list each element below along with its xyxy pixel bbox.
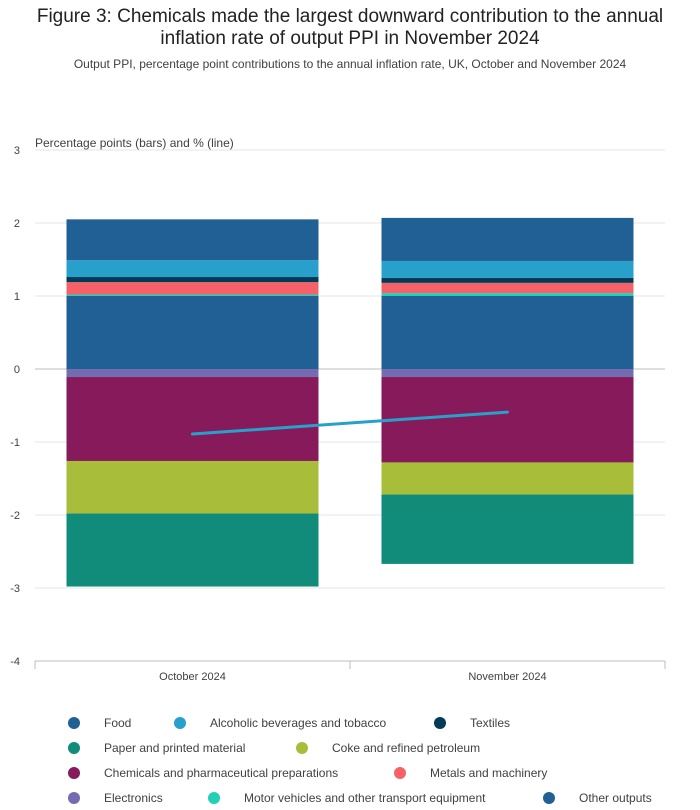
stacked-bar-chart: -4 -3 -2 -1 0 1 2 3 Percentage points (bars) and…: [10, 136, 666, 683]
bar-segment: [66, 219, 319, 261]
bar-segment: [66, 377, 319, 461]
legend-label: Motor vehicles and other transport equip…: [244, 791, 486, 805]
legend-item: Electronics: [68, 791, 163, 805]
legend-label: Paper and printed material: [104, 741, 246, 755]
bar-segment: [66, 277, 319, 283]
bar-segment: [381, 282, 634, 294]
legend-item: Paper and printed material: [68, 741, 245, 755]
bar-segment: [66, 282, 319, 295]
legend-label: Textiles: [470, 716, 511, 730]
legend-swatch: [543, 792, 555, 804]
legend-label: Electronics: [104, 791, 163, 805]
inflation-rate-line: [191, 410, 509, 436]
bar-segment: [66, 296, 319, 369]
bar-segment: [381, 369, 634, 378]
legend-swatch: [68, 717, 80, 729]
y-tick-label: -1: [10, 437, 20, 449]
legend-label: Chemicals and pharmaceutical preparation…: [104, 766, 339, 780]
inflation-line-layer: [191, 410, 509, 436]
bar-segment: [381, 377, 634, 463]
legend-swatch: [434, 717, 446, 729]
legend-item: Motor vehicles and other transport equip…: [208, 791, 485, 805]
bar-segment: [66, 513, 319, 587]
y-tick-label: -2: [10, 510, 20, 522]
legend-swatch: [174, 717, 186, 729]
y-tick-label: 2: [14, 218, 20, 230]
bar-segment: [66, 260, 319, 278]
legend-label: Food: [104, 716, 132, 730]
legend-item: Food: [68, 716, 131, 730]
y-tick-label: 0: [14, 364, 20, 376]
bar-segment: [381, 494, 634, 564]
bar-segment: [66, 369, 319, 378]
legend-label: Metals and machinery: [430, 766, 548, 780]
legend-swatch: [296, 742, 308, 754]
axes: -4 -3 -2 -1 0 1 2 3 Percentage points (bars) and…: [10, 136, 666, 683]
bar-segment: [66, 294, 319, 296]
bar-segment: [381, 277, 634, 283]
legend-swatch: [68, 792, 80, 804]
legend-label: Coke and refined petroleum: [332, 741, 481, 755]
legend-swatch: [208, 792, 220, 804]
bar-segment: [381, 296, 634, 369]
y-tick-label: -3: [10, 583, 20, 595]
x-tick-label: October 2024: [159, 671, 226, 683]
bar-segment: [66, 460, 319, 514]
bar-segment: [381, 462, 634, 495]
bar-segments: [66, 217, 634, 587]
legend-item: Metals and machinery: [394, 766, 547, 780]
bar-segment: [381, 217, 634, 261]
y-tick-label: 3: [14, 145, 20, 157]
y-tick-label: 1: [14, 291, 20, 303]
legend-swatch: [394, 767, 406, 779]
bar-segment: [381, 260, 634, 278]
legend-item: Alcoholic beverages and tobacco: [174, 716, 386, 730]
chart-title-line-2: inflation rate of output PPI in November…: [160, 28, 540, 49]
legend-swatch: [68, 767, 80, 779]
legend-label: Alcoholic beverages and tobacco: [210, 716, 387, 730]
chart-title: Figure 3: Chemicals made the largest dow…: [0, 6, 700, 50]
chart-title-line-1: Figure 3: Chemicals made the largest dow…: [36, 6, 664, 27]
bar-segment: [381, 293, 634, 296]
legend-swatch: [68, 742, 80, 754]
legend-item: Textiles: [434, 716, 510, 730]
legend-label: Other outputs: [579, 791, 652, 805]
chart-subtitle: Output PPI, percentage point contributio…: [73, 57, 627, 71]
y-tick-label: -4: [10, 656, 20, 668]
x-tick-label: November 2024: [468, 671, 546, 683]
legend-item: Chemicals and pharmaceutical preparation…: [68, 766, 338, 780]
y-axis-label: Percentage points (bars) and % (line): [35, 136, 234, 150]
legend-item: Coke and refined petroleum: [296, 741, 480, 755]
legend-item: Other outputs: [543, 791, 652, 805]
